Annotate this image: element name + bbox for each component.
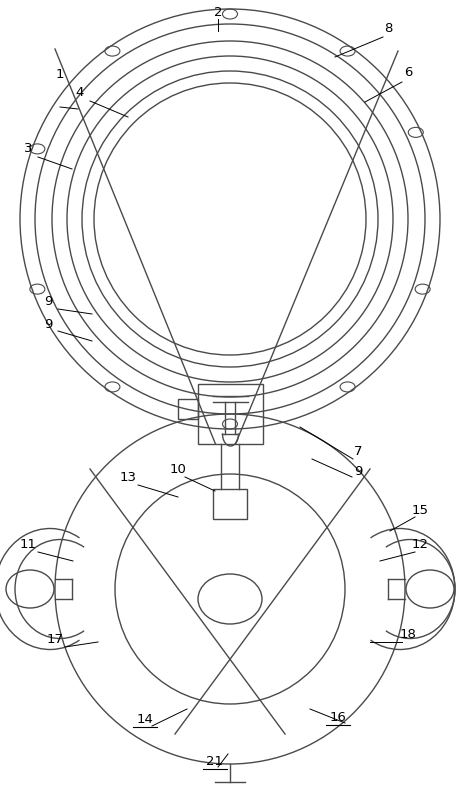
Text: 12: 12 bbox=[411, 538, 428, 551]
Text: 8: 8 bbox=[383, 21, 392, 34]
Text: 9: 9 bbox=[353, 465, 361, 478]
Text: 3: 3 bbox=[24, 141, 32, 154]
Text: 15: 15 bbox=[411, 503, 428, 516]
Text: 11: 11 bbox=[19, 538, 36, 551]
Text: 21: 21 bbox=[206, 754, 223, 767]
Bar bbox=[213, 489, 246, 519]
Text: 2: 2 bbox=[213, 6, 222, 19]
Bar bbox=[178, 400, 197, 419]
Text: 4: 4 bbox=[76, 85, 84, 98]
Text: 10: 10 bbox=[169, 463, 186, 476]
Text: 13: 13 bbox=[119, 471, 136, 484]
Text: 6: 6 bbox=[403, 66, 411, 79]
Text: 9: 9 bbox=[44, 295, 52, 308]
Text: 16: 16 bbox=[329, 710, 346, 723]
Text: 17: 17 bbox=[46, 633, 63, 646]
Text: 14: 14 bbox=[136, 713, 153, 726]
Text: 9: 9 bbox=[44, 318, 52, 331]
Bar bbox=[197, 384, 263, 444]
Text: 1: 1 bbox=[56, 68, 64, 81]
Text: 18: 18 bbox=[399, 628, 415, 641]
Text: 7: 7 bbox=[353, 445, 362, 458]
